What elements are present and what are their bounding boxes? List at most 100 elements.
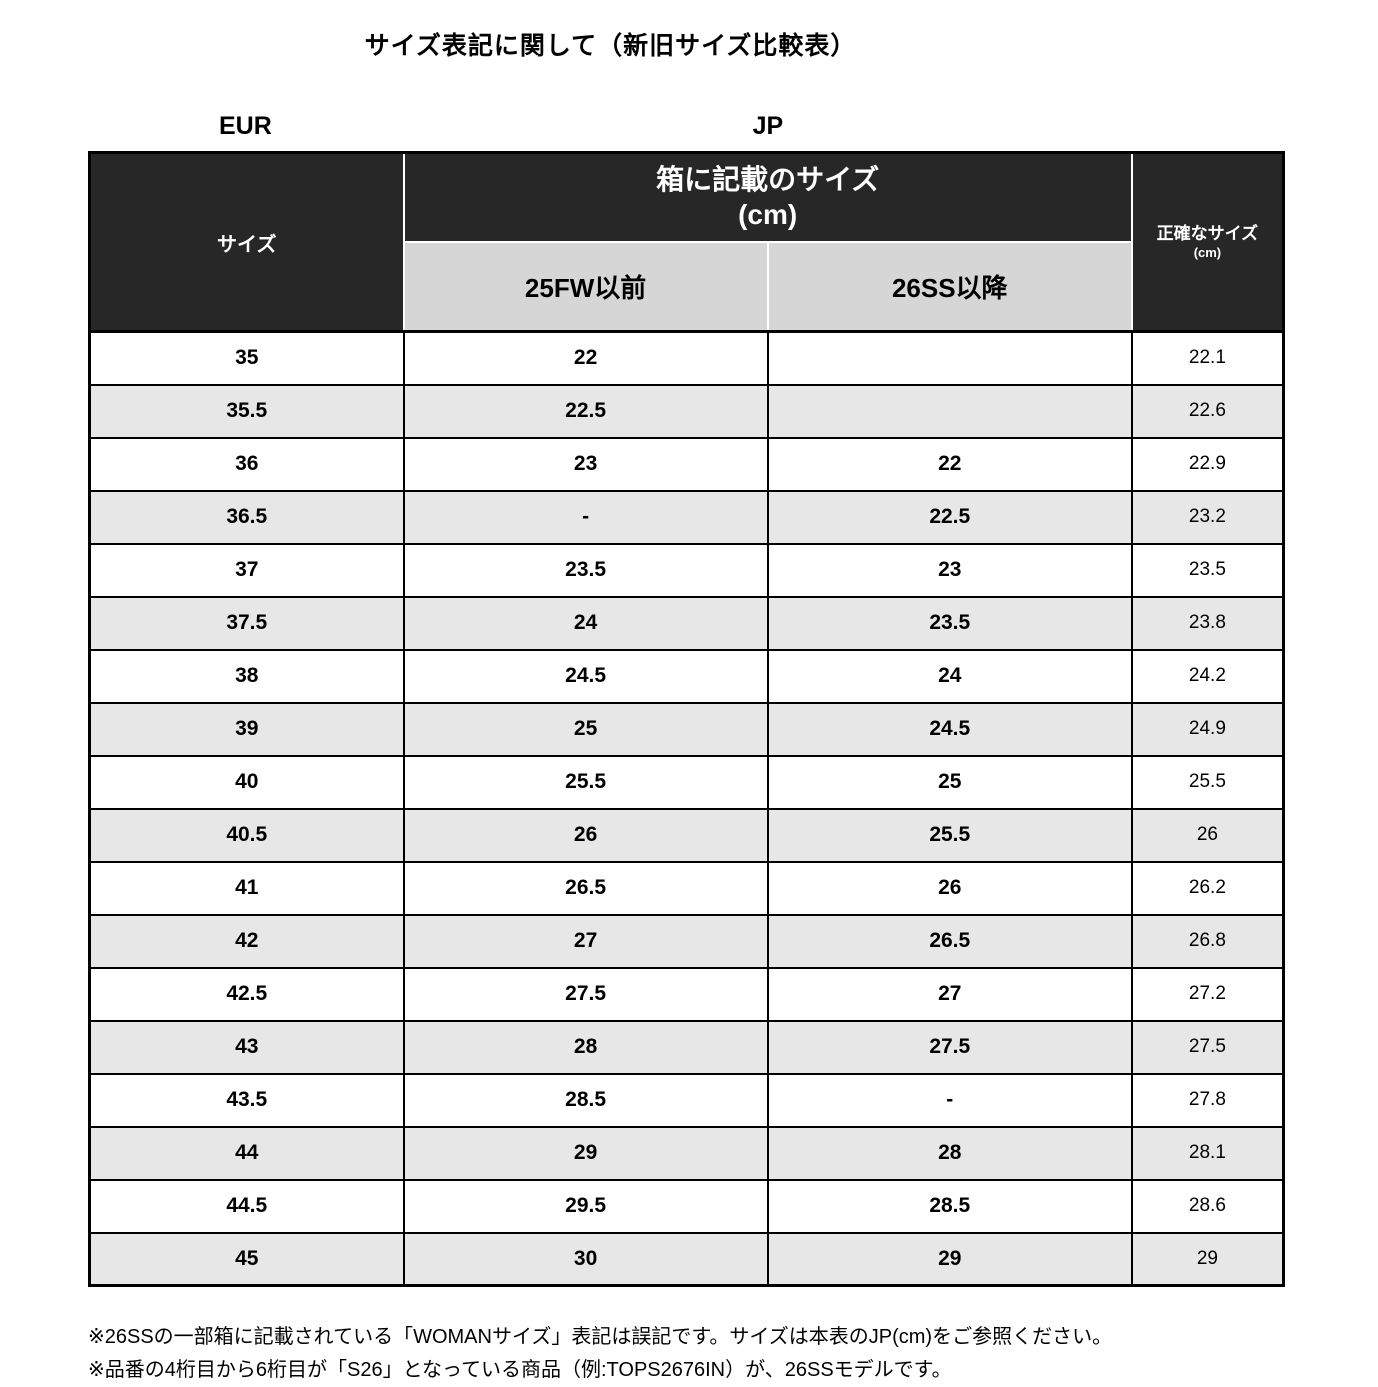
table-row: 40.5 26 25.5 26: [88, 807, 1285, 863]
cell-eur-size: 35.5: [88, 383, 405, 439]
cell-25fw-size: 28: [402, 1019, 769, 1075]
cell-exact-size: 22.6: [1130, 383, 1285, 439]
cell-eur-size: 35: [88, 330, 405, 386]
cell-26ss-size: 22: [766, 436, 1133, 492]
table-row: 38 24.5 24 24.2: [88, 648, 1285, 704]
cell-eur-size: 41: [88, 860, 405, 916]
cell-eur-size: 36.5: [88, 489, 405, 545]
cell-26ss-size: 28: [766, 1125, 1133, 1181]
column-group-labels: EUR JP: [88, 112, 1285, 141]
table-row: 44.5 29.5 28.5 28.6: [88, 1178, 1285, 1234]
cell-25fw-size: 29: [402, 1125, 769, 1181]
cell-exact-size: 27.5: [1130, 1019, 1285, 1075]
cell-eur-size: 40.5: [88, 807, 405, 863]
size-comparison-table: サイズ 箱に記載のサイズ (cm) 正確なサイズ (cm) 25FW以前 26S…: [88, 151, 1285, 1287]
cell-26ss-size: 25.5: [766, 807, 1133, 863]
cell-25fw-size: -: [402, 489, 769, 545]
table-body: 35 22 22.1 35.5 22.5 22.6 36 23 22 22.9 …: [88, 330, 1285, 1287]
table-row: 44 29 28 28.1: [88, 1125, 1285, 1181]
table-row: 35 22 22.1: [88, 330, 1285, 386]
header-26ss: 26SS以降: [766, 240, 1133, 333]
cell-eur-size: 37: [88, 542, 405, 598]
cell-26ss-size: 22.5: [766, 489, 1133, 545]
header-box-size-line1: 箱に記載のサイズ: [656, 164, 880, 196]
cell-exact-size: 22.9: [1130, 436, 1285, 492]
page-title: サイズ表記に関して（新旧サイズ比較表）: [364, 32, 857, 60]
table-row: 37 23.5 23 23.5: [88, 542, 1285, 598]
cell-eur-size: 42.5: [88, 966, 405, 1022]
table-row: 40 25.5 25 25.5: [88, 754, 1285, 810]
cell-25fw-size: 24: [402, 595, 769, 651]
cell-eur-size: 45: [88, 1231, 405, 1287]
table-row: 45 30 29 29: [88, 1231, 1285, 1287]
cell-25fw-size: 25.5: [402, 754, 769, 810]
header-exact-size: 正確なサイズ (cm): [1130, 151, 1285, 333]
cell-exact-size: 29: [1130, 1231, 1285, 1287]
cell-eur-size: 43: [88, 1019, 405, 1075]
label-jp: JP: [752, 112, 784, 140]
cell-26ss-size: 27: [766, 966, 1133, 1022]
table-row: 36 23 22 22.9: [88, 436, 1285, 492]
footnotes: ※26SSの一部箱に記載されている「WOMANサイズ」表記は誤記です。サイズは本…: [88, 1321, 1378, 1387]
cell-eur-size: 38: [88, 648, 405, 704]
cell-exact-size: 25.5: [1130, 754, 1285, 810]
cell-exact-size: 23.2: [1130, 489, 1285, 545]
footnote-woman-size: ※26SSの一部箱に記載されている「WOMANサイズ」表記は誤記です。サイズは本…: [88, 1326, 1113, 1348]
cell-25fw-size: 29.5: [402, 1178, 769, 1234]
cell-26ss-size: 26: [766, 860, 1133, 916]
header-size: サイズ: [88, 151, 405, 333]
cell-exact-size: 27.8: [1130, 1072, 1285, 1128]
footnote-model-code: ※品番の4桁目から6桁目が「S26」となっている商品（例:TOPS2676IN）…: [88, 1359, 952, 1381]
table-row: 39 25 24.5 24.9: [88, 701, 1285, 757]
cell-26ss-size: [766, 330, 1133, 386]
cell-25fw-size: 22.5: [402, 383, 769, 439]
cell-26ss-size: 26.5: [766, 913, 1133, 969]
cell-25fw-size: 28.5: [402, 1072, 769, 1128]
cell-exact-size: 23.8: [1130, 595, 1285, 651]
cell-26ss-size: 25: [766, 754, 1133, 810]
header-box-size: 箱に記載のサイズ (cm): [402, 151, 1133, 243]
table-row: 43 28 27.5 27.5: [88, 1019, 1285, 1075]
table-header: サイズ 箱に記載のサイズ (cm) 正確なサイズ (cm) 25FW以前 26S…: [88, 151, 1285, 333]
cell-eur-size: 44.5: [88, 1178, 405, 1234]
cell-25fw-size: 23.5: [402, 542, 769, 598]
header-exact-size-line2: (cm): [1193, 244, 1222, 260]
table-row: 43.5 28.5 - 27.8: [88, 1072, 1285, 1128]
cell-26ss-size: 29: [766, 1231, 1133, 1287]
header-exact-size-line1: 正確なサイズ: [1156, 223, 1259, 243]
cell-exact-size: 24.2: [1130, 648, 1285, 704]
cell-26ss-size: 23.5: [766, 595, 1133, 651]
cell-eur-size: 44: [88, 1125, 405, 1181]
cell-25fw-size: 23: [402, 436, 769, 492]
table-row: 35.5 22.5 22.6: [88, 383, 1285, 439]
cell-eur-size: 40: [88, 754, 405, 810]
cell-26ss-size: 27.5: [766, 1019, 1133, 1075]
cell-25fw-size: 30: [402, 1231, 769, 1287]
header-25fw: 25FW以前: [402, 240, 769, 333]
cell-26ss-size: [766, 383, 1133, 439]
cell-25fw-size: 26: [402, 807, 769, 863]
table-row: 42.5 27.5 27 27.2: [88, 966, 1285, 1022]
cell-25fw-size: 27: [402, 913, 769, 969]
cell-exact-size: 23.5: [1130, 542, 1285, 598]
cell-exact-size: 26.2: [1130, 860, 1285, 916]
cell-exact-size: 27.2: [1130, 966, 1285, 1022]
cell-25fw-size: 27.5: [402, 966, 769, 1022]
cell-eur-size: 43.5: [88, 1072, 405, 1128]
cell-exact-size: 28.1: [1130, 1125, 1285, 1181]
cell-26ss-size: 28.5: [766, 1178, 1133, 1234]
table-row: 41 26.5 26 26.2: [88, 860, 1285, 916]
cell-eur-size: 36: [88, 436, 405, 492]
cell-26ss-size: 24.5: [766, 701, 1133, 757]
table-row: 37.5 24 23.5 23.8: [88, 595, 1285, 651]
cell-eur-size: 42: [88, 913, 405, 969]
cell-26ss-size: 23: [766, 542, 1133, 598]
label-eur: EUR: [219, 112, 272, 140]
table-row: 36.5 - 22.5 23.2: [88, 489, 1285, 545]
cell-exact-size: 26: [1130, 807, 1285, 863]
header-box-size-line2: (cm): [738, 199, 798, 231]
cell-eur-size: 37.5: [88, 595, 405, 651]
cell-26ss-size: 24: [766, 648, 1133, 704]
cell-exact-size: 24.9: [1130, 701, 1285, 757]
